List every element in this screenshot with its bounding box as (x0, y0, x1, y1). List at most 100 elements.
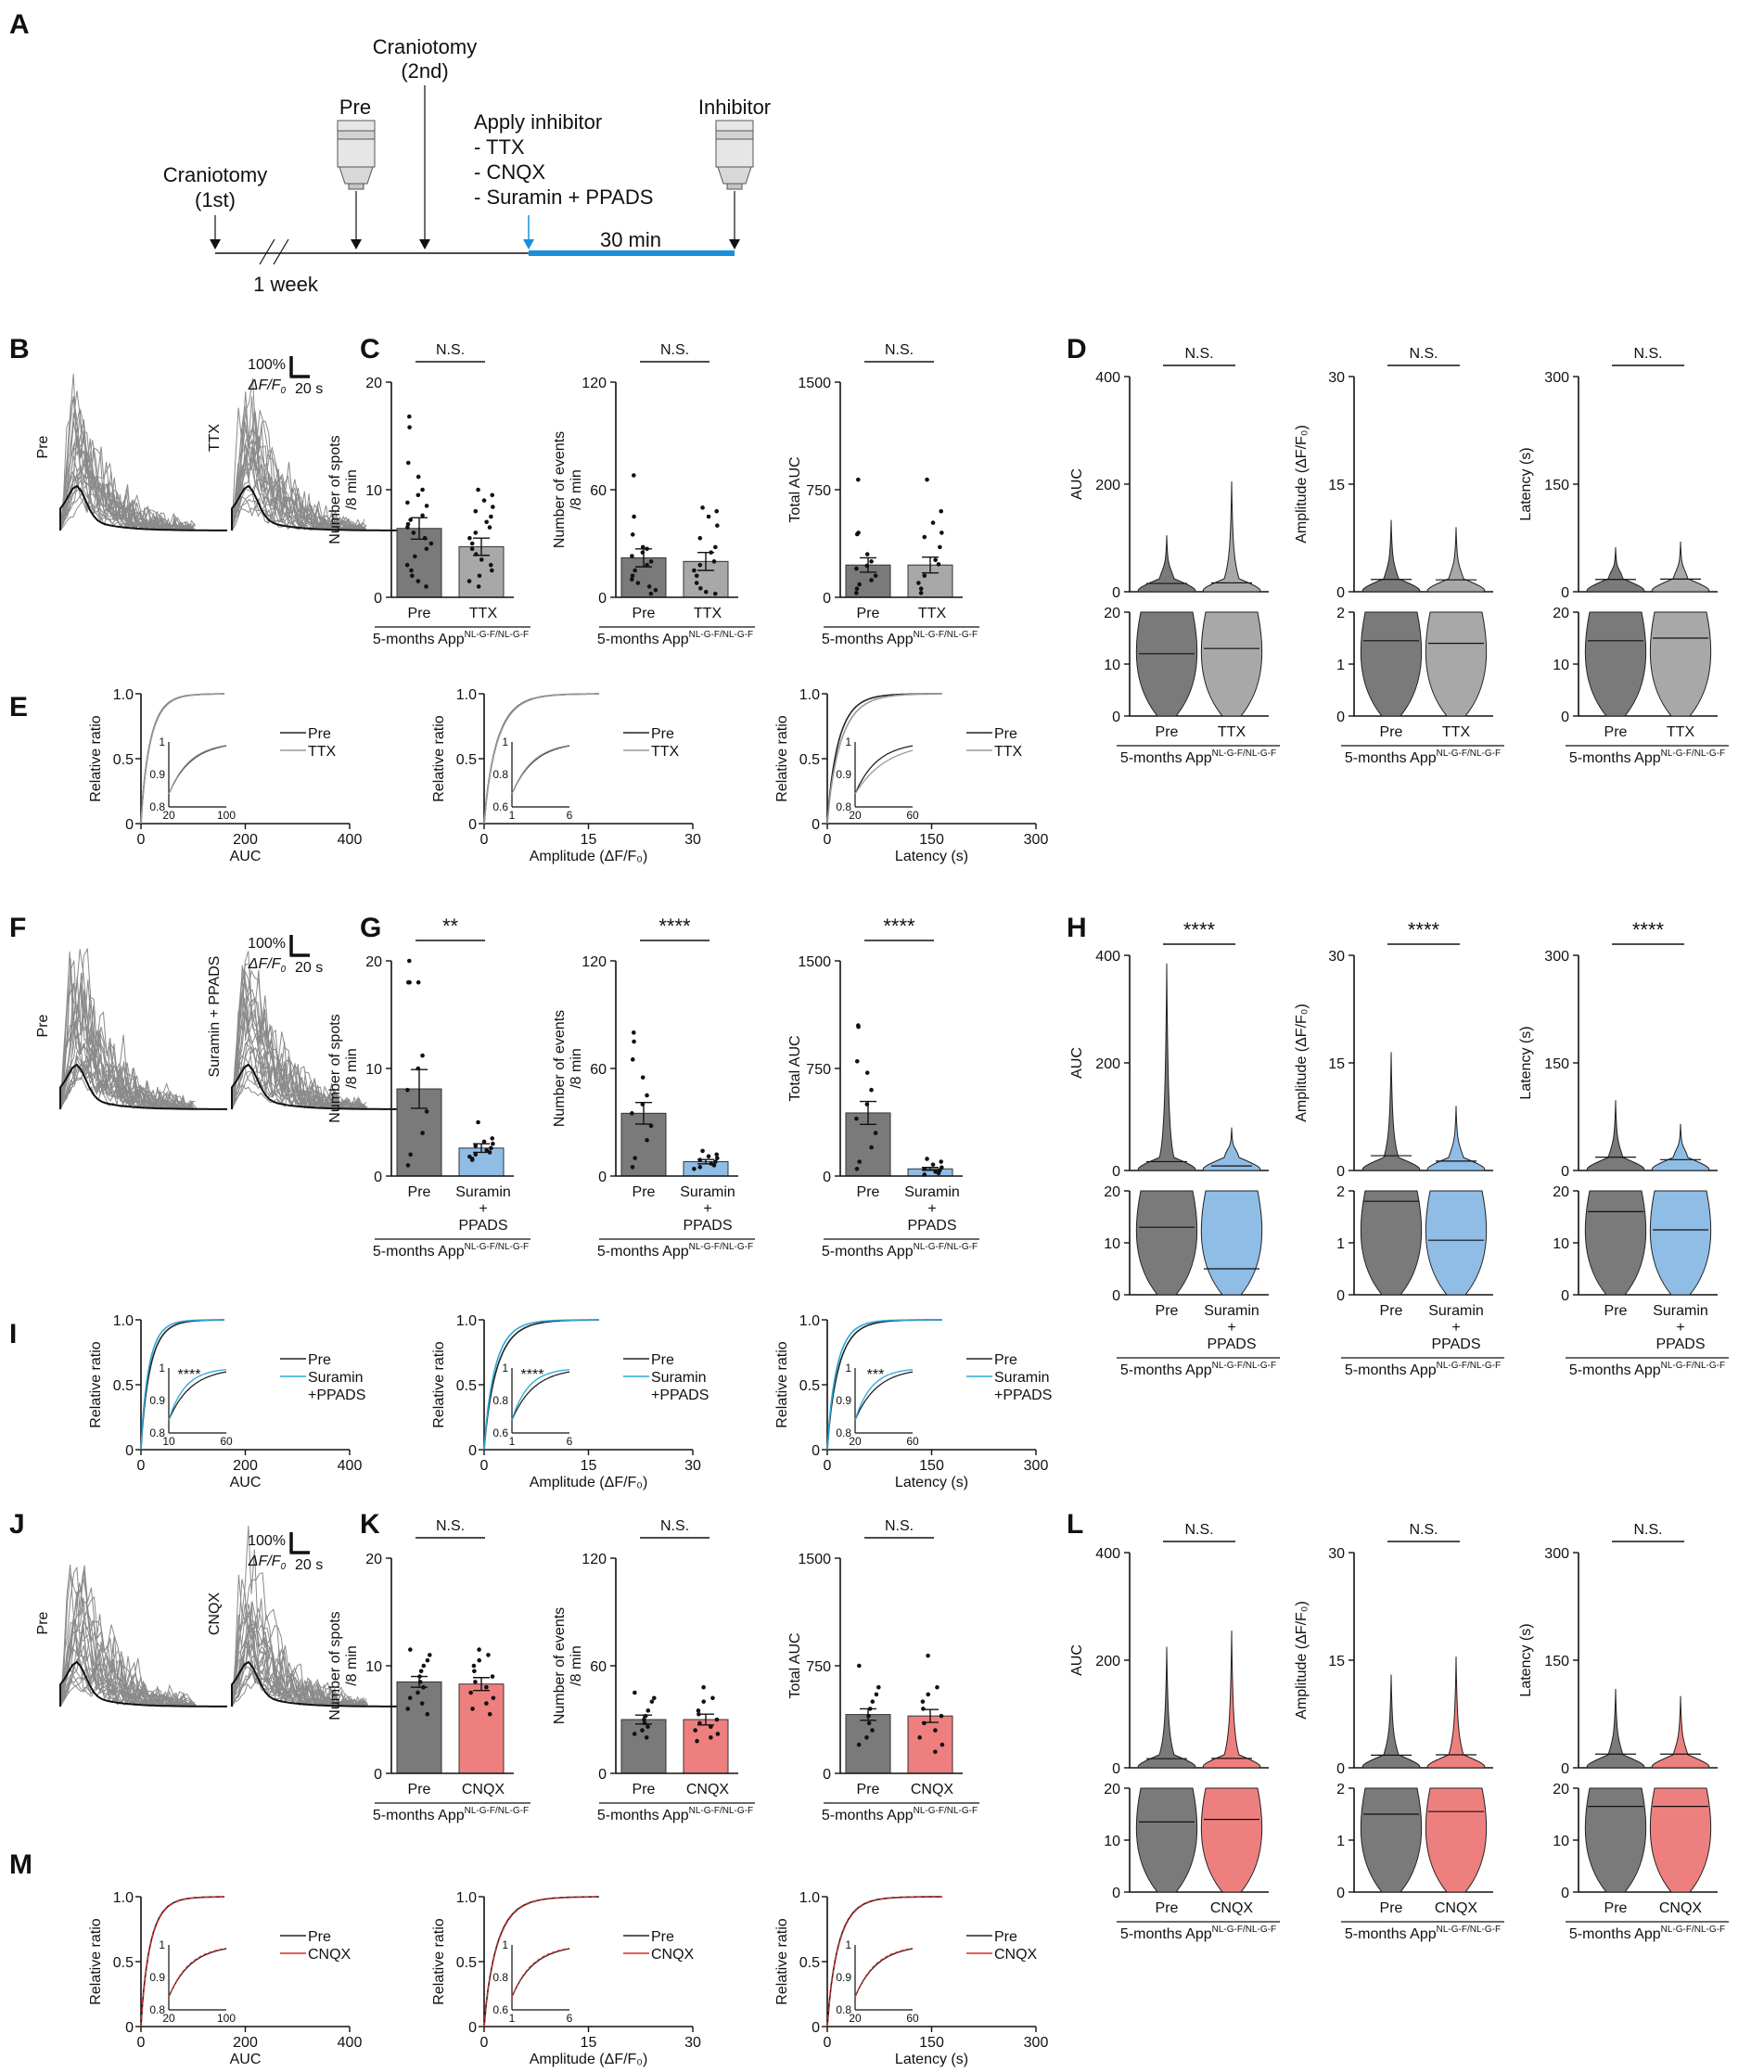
violin-bot-ticklabel-sur-v0-1: 10 (1104, 1236, 1120, 1252)
violin-top-ticklabel-sur-v0-1: 200 (1095, 1056, 1120, 1072)
bar-point-ttx-2-1-4 (922, 534, 927, 540)
violin-cat-trt-sur-v0-0: Suramin (1204, 1303, 1259, 1319)
bar-point-ttx-1-1-11 (694, 581, 699, 585)
bar-cat-trt-sur-0-1: + (479, 1201, 487, 1217)
bar-point-cnqx-2-1-1 (935, 1684, 940, 1690)
bar-point-sur-0-1-6 (484, 1147, 489, 1153)
bar-cat-trt-sur-1-0: Suramin (680, 1184, 735, 1200)
bar-point-ttx-0-1-3 (491, 505, 495, 509)
bar-point-cnqx-1-1-1 (710, 1695, 715, 1701)
bar-point-sur-2-0-2 (854, 1058, 860, 1064)
trace-label-ttx-1: TTX (207, 424, 223, 453)
bar-point-sur-1-1-0 (700, 1148, 705, 1154)
cdf-inset-ytick-ttx-c0-1: 0.9 (149, 768, 165, 781)
bar-point-cnqx-2-1-4 (921, 1707, 926, 1711)
cdf-inset-ytick-sur-c2-1: 0.9 (836, 1394, 851, 1407)
bar-point-ttx-1-0-1 (632, 514, 636, 519)
panel-label-d: D (1067, 334, 1087, 365)
violin-genotype-sur-v2: 5-months AppNL-G-F/NL-G-F (1569, 1361, 1725, 1378)
bar-point-sur-1-0-8 (645, 1138, 649, 1143)
cdf-legend-trt2-sur-c2: +PPADS (994, 1388, 1052, 1403)
violin-genotype-cnqx-v2: 5-months AppNL-G-F/NL-G-F (1569, 1925, 1725, 1942)
violin-bot-ticklabel-ttx-v0-1: 10 (1104, 658, 1120, 673)
cdf-legend-pre-sur-c1: Pre (651, 1352, 674, 1368)
panel-label-j: J (9, 1509, 25, 1540)
cdf-inset-curve-pre-ttx-c0 (168, 745, 227, 795)
bar-point-ttx-0-1-5 (489, 514, 493, 519)
violin-top-cnqx-v0-0 (1137, 1646, 1196, 1769)
bar-point-ttx-0-0-11 (405, 525, 410, 530)
bar-point-cnqx-2-1-7 (933, 1728, 938, 1733)
violin-top-ttx-v0-0 (1137, 535, 1196, 593)
panel-label-e: E (9, 692, 28, 723)
bar-y-label2-ttx-1: /8 min (569, 469, 584, 510)
cdf-x-label-ttx-c0: AUC (230, 849, 262, 864)
cdf-inset-ytick-ttx-c2-2: 1 (845, 735, 851, 748)
trace-sur-1-21 (231, 1001, 365, 1110)
trace-cnqx-1-12 (231, 1525, 365, 1707)
bar-genotype-sur-0: 5-months AppNL-G-F/NL-G-F (373, 1242, 529, 1260)
bar-point-cnqx-0-1-4 (472, 1669, 477, 1674)
violin-cat-trt-sur-v0-2: PPADS (1207, 1337, 1256, 1352)
bar-point-sur-2-0-6 (854, 1116, 859, 1121)
cdf-x-ticklabel-cnqx-c1-1: 15 (581, 2035, 597, 2051)
bar-y-ticklabel-cnqx-2-2: 1500 (798, 1552, 831, 1567)
violin-bottom-ttx-v1-0 (1360, 611, 1423, 717)
violin-bottom-cnqx-v2-1 (1649, 1787, 1712, 1893)
cdf-inset-xtick-sur-c0-1: 60 (220, 1435, 233, 1448)
cdf-y-ticklabel-cnqx-c0-1: 0.5 (113, 1955, 134, 1971)
bar-point-sur-1-0-5 (640, 1102, 646, 1106)
cdf-inset-curve-trt-ttx-c1 (511, 745, 570, 795)
bar-point-ttx-1-1-6 (709, 550, 713, 555)
violin-bot-ticklabel-cnqx-v1-2: 2 (1336, 1782, 1345, 1797)
bar-point-ttx-2-1-6 (933, 557, 938, 563)
violin-bot-ticklabel-ttx-v2-2: 20 (1553, 606, 1569, 621)
bar-point-sur-0-1-8 (473, 1152, 479, 1158)
bar-point-ttx-1-0-11 (630, 577, 634, 582)
cdf-y-label-ttx-c0: Relative ratio (88, 715, 104, 801)
trace-cnqx-1-15 (231, 1623, 367, 1707)
violin-sig-cnqx-v0: N.S. (1184, 1522, 1213, 1538)
bar-point-ttx-0-0-5 (415, 492, 421, 498)
bar-cat-trt-ttx-0-0: TTX (469, 606, 498, 621)
cdf-x-label-ttx-c1: Amplitude (ΔF/F₀) (530, 849, 648, 864)
bar-point-sur-0-0-3 (415, 979, 421, 985)
bar-point-ttx-2-1-7 (936, 562, 941, 567)
bar-cnqx-1-0 (620, 1719, 667, 1774)
violin-bottom-ttx-v2-1 (1649, 611, 1712, 717)
craniotomy-1-label: Craniotomy (163, 163, 267, 186)
bar-y-ticklabel-ttx-0-0: 0 (374, 591, 382, 607)
cdf-y-ticklabel-sur-c0-0: 0 (125, 1443, 134, 1459)
bar-point-ttx-0-0-12 (411, 531, 416, 535)
bar-point-sur-0-1-7 (487, 1150, 492, 1155)
violin-top-ticklabel-cnqx-v0-1: 200 (1095, 1654, 1120, 1669)
cdf-inset-ytick-sur-c2-0: 0.8 (836, 1426, 851, 1439)
violin-top-ticklabel-ttx-v1-0: 0 (1336, 585, 1345, 601)
bar-point-ttx-0-0-18 (409, 568, 414, 573)
bar-point-sur-0-0-6 (405, 1087, 410, 1093)
violin-top-ticklabel-sur-v1-0: 0 (1336, 1164, 1345, 1180)
cdf-y-ticklabel-sur-c0-2: 1.0 (113, 1313, 134, 1329)
violin-sig-sur-v1: **** (1408, 918, 1440, 941)
violin-bot-ticklabel-cnqx-v2-2: 20 (1553, 1782, 1569, 1797)
trace-cnqx-1-21 (231, 1601, 368, 1707)
trace-label-cnqx-0: Pre (35, 1611, 51, 1634)
panel-label-m: M (9, 1849, 32, 1880)
trace-label-sur-1: Suramin + PPADS (207, 956, 223, 1078)
violin-top-ticklabel-ttx-v1-2: 30 (1328, 370, 1345, 386)
violin-top-ttx-v2-1 (1651, 541, 1710, 593)
bar-point-ttx-1-1-4 (697, 535, 703, 541)
cdf-y-ticklabel-cnqx-c1-2: 1.0 (456, 1890, 477, 1906)
trace-ttx-0-14 (59, 390, 196, 531)
cdf-inset-ytick-ttx-c1-1: 0.8 (492, 768, 508, 781)
violin-y-label-ttx-v1: Amplitude (ΔF/F₀) (1294, 425, 1310, 544)
violin-top-ticklabel-ttx-v0-1: 200 (1095, 478, 1120, 493)
bar-point-ttx-0-0-14 (428, 541, 434, 546)
cdf-legend-trt-ttx-c2: TTX (994, 744, 1023, 760)
bar-point-ttx-0-1-13 (479, 557, 484, 562)
trace-sur-1-16 (231, 1038, 367, 1110)
bar-y-ticklabel-cnqx-0-0: 0 (374, 1767, 382, 1783)
bar-point-cnqx-1-1-7 (709, 1724, 713, 1730)
